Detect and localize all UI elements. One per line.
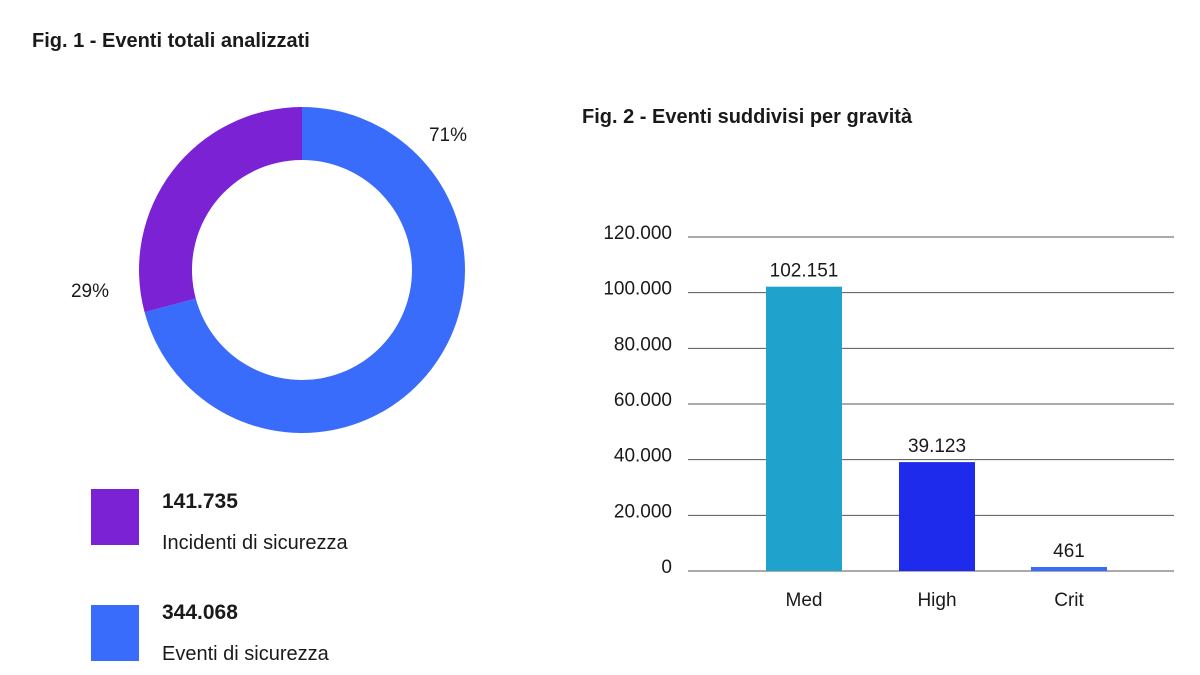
y-tick-label-2: 40.000 [614, 446, 672, 467]
donut-percent-label-0: 29% [71, 281, 109, 302]
data-label-med: 102.151 [770, 261, 839, 282]
y-tick-label-0: 0 [661, 557, 672, 578]
y-tick-label-5: 100.000 [603, 279, 672, 300]
legend-label-eventi: Eventi di sicurezza [162, 643, 329, 665]
fig1-title: Fig. 1 - Eventi totali analizzati [32, 30, 310, 52]
category-label-med: Med [786, 590, 823, 611]
donut-slice-0 [139, 107, 302, 313]
bar-chart: 0 20.000 40.000 60.000 80.000 100.000 120.000 1… [603, 223, 1174, 611]
donut-slice-1 [144, 107, 466, 433]
bar-crit [1031, 567, 1107, 571]
y-tick-label-4: 80.000 [614, 334, 672, 355]
data-label-crit: 461 [1053, 541, 1085, 562]
data-label-high: 39.123 [908, 436, 966, 457]
y-tick-label-6: 120.000 [603, 223, 672, 244]
fig2-title: Fig. 2 - Eventi suddivisi per gravità [582, 106, 913, 128]
bar-high [899, 462, 975, 571]
bar-med [766, 286, 842, 571]
donut-percent-label-1: 71% [429, 125, 467, 146]
y-tick-label-1: 20.000 [614, 501, 672, 522]
donut-chart: 29% 71% [71, 107, 467, 433]
legend-value-eventi: 344.068 [162, 601, 238, 624]
category-label-crit: Crit [1054, 590, 1084, 611]
category-label-high: High [917, 590, 956, 611]
y-tick-label-3: 60.000 [614, 390, 672, 411]
legend-swatch-eventi [91, 605, 139, 661]
legend-value-incidenti: 141.735 [162, 490, 238, 513]
legend-label-incidenti: Incidenti di sicurezza [162, 532, 348, 554]
legend-swatch-incidenti [91, 489, 139, 545]
